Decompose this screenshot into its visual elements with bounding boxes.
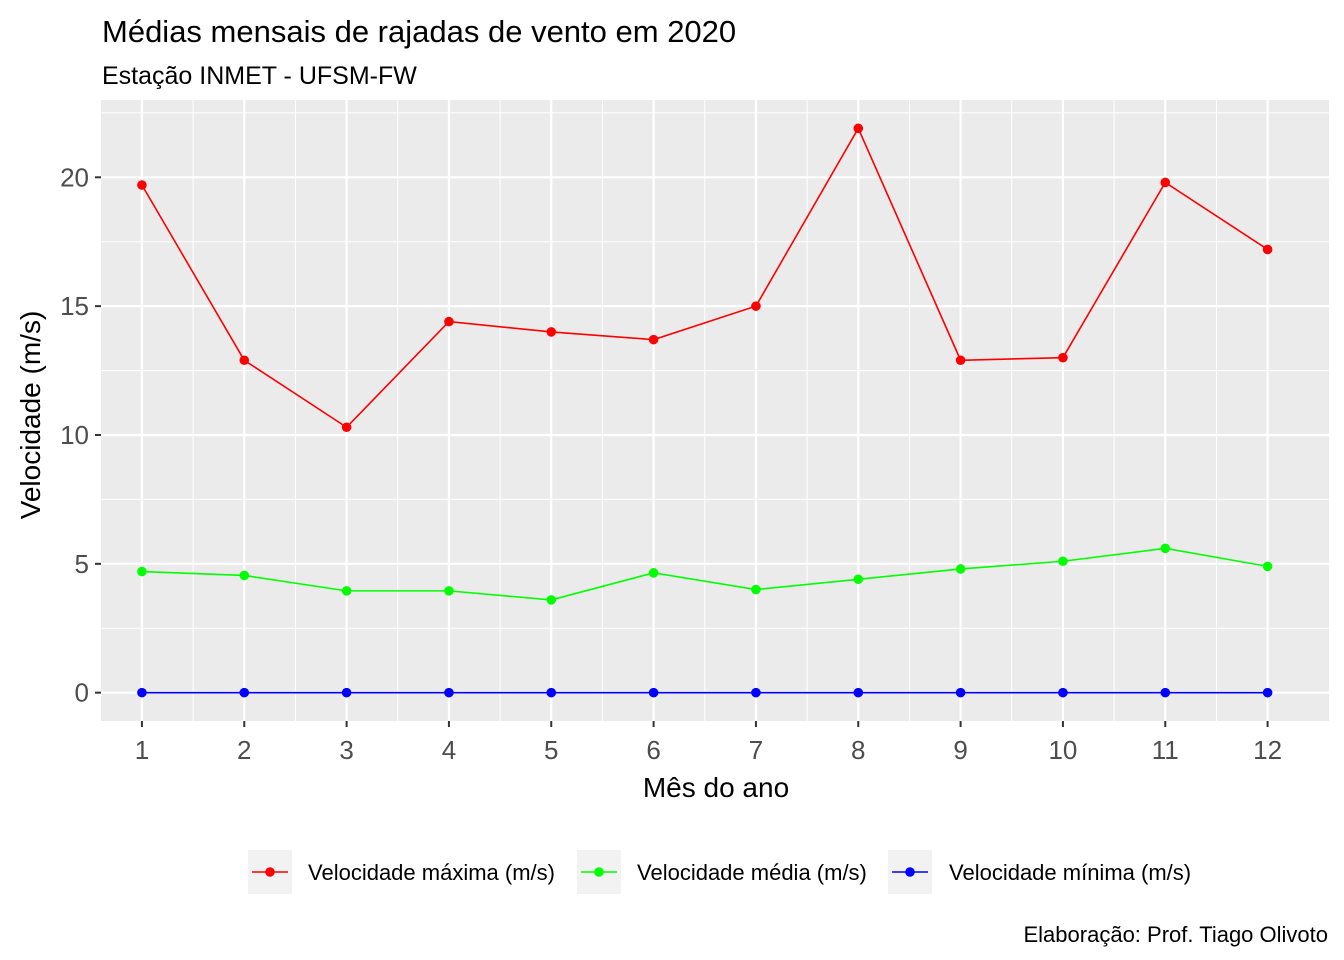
series-line xyxy=(141,547,1268,601)
data-point xyxy=(1160,177,1171,188)
x-tick-label: 8 xyxy=(851,735,865,765)
grid-lines xyxy=(101,100,1329,721)
series-3 xyxy=(137,687,1273,698)
legend-item: Velocidade média (m/s) xyxy=(577,850,867,894)
data-point xyxy=(648,568,659,578)
data-point xyxy=(1262,561,1273,572)
series-line xyxy=(141,126,1269,429)
data-point xyxy=(648,334,659,345)
legend-key-point xyxy=(594,867,604,877)
y-tick-label: 20 xyxy=(60,162,89,192)
data-point xyxy=(546,595,557,605)
data-point xyxy=(1262,687,1273,698)
data-point xyxy=(137,180,147,190)
data-point xyxy=(1160,687,1171,698)
data-point xyxy=(853,123,864,134)
legend-key-point xyxy=(265,867,275,877)
legend-label: Velocidade mínima (m/s) xyxy=(949,860,1191,885)
data-point xyxy=(137,566,147,577)
data-point xyxy=(955,355,966,366)
data-point xyxy=(1058,352,1068,363)
x-axis-title: Mês do ano xyxy=(643,772,789,803)
data-point xyxy=(341,687,352,698)
data-point xyxy=(546,327,557,337)
data-point xyxy=(751,301,761,311)
data-point xyxy=(239,355,250,366)
data-point xyxy=(341,586,352,596)
data-point xyxy=(546,687,557,698)
plot-panel xyxy=(101,100,1329,721)
data-point xyxy=(1160,543,1171,554)
data-point xyxy=(444,687,454,698)
x-tick-label: 6 xyxy=(646,735,660,765)
legend-item: Velocidade mínima (m/s) xyxy=(888,850,1191,894)
x-tick-label: 12 xyxy=(1253,735,1282,765)
data-point xyxy=(444,586,454,596)
x-tick-label: 5 xyxy=(544,735,558,765)
y-axis-title: Velocidade (m/s) xyxy=(15,311,46,520)
y-tick-label: 15 xyxy=(60,291,89,321)
x-tick-label: 11 xyxy=(1152,735,1179,765)
data-point xyxy=(648,687,659,698)
x-tick-label: 10 xyxy=(1048,735,1077,765)
data-point xyxy=(239,570,250,581)
x-tick-label: 3 xyxy=(339,735,353,765)
data-point xyxy=(1058,687,1068,698)
legend-key-point xyxy=(905,867,915,877)
series-2 xyxy=(137,543,1273,605)
legend: Velocidade máxima (m/s) Velocidade média … xyxy=(248,850,1191,894)
chart-caption: Elaboração: Prof. Tiago Olivoto xyxy=(1024,922,1329,947)
x-tick-label: 7 xyxy=(749,735,763,765)
legend-item: Velocidade máxima (m/s) xyxy=(248,850,555,894)
data-point xyxy=(1262,244,1273,255)
data-point xyxy=(1058,556,1068,567)
data-point xyxy=(751,584,761,595)
y-tick-label: 0 xyxy=(75,678,89,708)
x-tick-label: 1 xyxy=(135,735,149,765)
data-point xyxy=(853,687,864,698)
x-tick-label: 9 xyxy=(953,735,967,765)
legend-label: Velocidade máxima (m/s) xyxy=(308,860,555,885)
data-point xyxy=(239,687,250,698)
series-1 xyxy=(137,123,1273,433)
x-tick-label: 4 xyxy=(442,735,456,765)
data-point xyxy=(751,687,761,698)
x-tick-label: 2 xyxy=(237,735,251,765)
y-tick-label: 10 xyxy=(60,420,89,450)
data-point xyxy=(137,687,147,698)
legend-label: Velocidade média (m/s) xyxy=(637,860,867,885)
data-point xyxy=(955,687,966,698)
y-axis: 0 5 10 15 20 xyxy=(60,162,101,708)
data-point xyxy=(853,574,864,585)
series-layer xyxy=(137,123,1273,698)
y-tick-label: 5 xyxy=(75,549,89,579)
chart-title: Médias mensais de rajadas de vento em 20… xyxy=(102,14,736,49)
data-point xyxy=(341,422,352,433)
data-point xyxy=(444,316,454,327)
chart-subtitle: Estação INMET - UFSM-FW xyxy=(102,62,417,90)
x-axis: 1 2 3 4 5 6 7 8 9 10 11 12 xyxy=(135,721,1282,765)
data-point xyxy=(955,564,966,574)
